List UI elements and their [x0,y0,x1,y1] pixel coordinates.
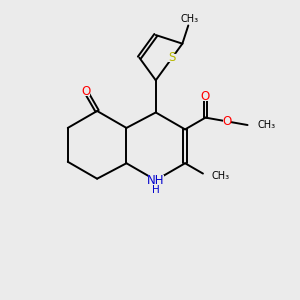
Text: NH: NH [147,174,164,187]
Text: O: O [82,85,91,98]
Text: CH₃: CH₃ [258,120,276,130]
Bar [223,117,231,126]
Bar [82,88,90,96]
Text: S: S [169,51,176,64]
Text: CH₃: CH₃ [212,171,230,181]
Text: O: O [223,115,232,128]
Bar [148,176,164,185]
Text: H: H [152,184,160,195]
Text: CH₃: CH₃ [181,14,199,24]
Bar [201,92,210,101]
Text: O: O [201,90,210,103]
Bar [168,53,176,62]
